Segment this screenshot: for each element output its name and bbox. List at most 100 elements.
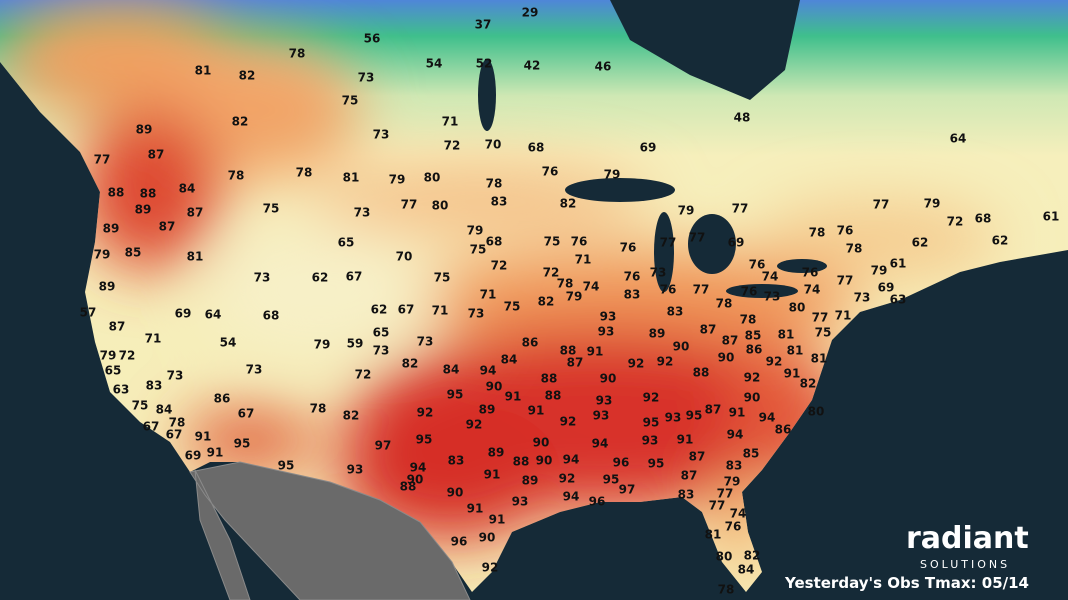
temperature-label: 64 bbox=[950, 132, 967, 146]
temperature-label: 86 bbox=[214, 392, 231, 406]
temperature-label: 73 bbox=[468, 307, 485, 321]
temperature-label: 77 bbox=[717, 487, 734, 501]
temperature-label: 75 bbox=[434, 271, 451, 285]
temperature-label: 72 bbox=[444, 139, 461, 153]
temperature-label: 96 bbox=[451, 535, 468, 549]
brand-logo: radiant bbox=[906, 521, 1029, 556]
temperature-label: 96 bbox=[613, 456, 630, 470]
temperature-label: 77 bbox=[873, 198, 890, 212]
temperature-label: 90 bbox=[744, 391, 761, 405]
temperature-label: 92 bbox=[466, 418, 483, 432]
temperature-label: 93 bbox=[665, 411, 682, 425]
temperature-label: 85 bbox=[745, 329, 762, 343]
temperature-label: 90 bbox=[479, 531, 496, 545]
temperature-label: 80 bbox=[432, 199, 449, 213]
temperature-label: 84 bbox=[501, 353, 518, 367]
temperature-label: 82 bbox=[538, 295, 555, 309]
temperature-label: 76 bbox=[624, 270, 641, 284]
temperature-label: 78 bbox=[289, 47, 306, 61]
temperature-label: 72 bbox=[491, 259, 508, 273]
temperature-label: 92 bbox=[628, 357, 645, 371]
temperature-label: 81 bbox=[778, 328, 795, 342]
temperature-label: 93 bbox=[598, 325, 615, 339]
temperature-label: 79 bbox=[467, 224, 484, 238]
temperature-label: 90 bbox=[447, 486, 464, 500]
temperature-label: 92 bbox=[766, 355, 783, 369]
temperature-label: 82 bbox=[343, 409, 360, 423]
temperature-label: 91 bbox=[505, 390, 522, 404]
temperature-label: 79 bbox=[100, 349, 117, 363]
temperature-label: 78 bbox=[718, 583, 735, 597]
temperature-label: 69 bbox=[640, 141, 657, 155]
temperature-label: 62 bbox=[371, 303, 388, 317]
temperature-label: 95 bbox=[643, 416, 660, 430]
temperature-label: 83 bbox=[667, 305, 684, 319]
temperature-label: 78 bbox=[846, 242, 863, 256]
temperature-label: 89 bbox=[488, 446, 505, 460]
lakes bbox=[478, 59, 827, 298]
temperature-label: 97 bbox=[619, 483, 636, 497]
temperature-label: 81 bbox=[195, 64, 212, 78]
temperature-label: 91 bbox=[489, 513, 506, 527]
temperature-label: 52 bbox=[476, 57, 493, 71]
brand-subtitle: SOLUTIONS bbox=[920, 558, 1010, 571]
temperature-label: 69 bbox=[728, 236, 745, 250]
temperature-label: 76 bbox=[741, 285, 758, 299]
temperature-label: 81 bbox=[787, 344, 804, 358]
temperature-label: 87 bbox=[700, 323, 717, 337]
temperature-label: 75 bbox=[342, 94, 359, 108]
temperature-label: 67 bbox=[346, 270, 363, 284]
temperature-label: 79 bbox=[924, 197, 941, 211]
temperature-label: 64 bbox=[205, 308, 222, 322]
temperature-label: 94 bbox=[759, 411, 776, 425]
temperature-label: 74 bbox=[583, 280, 600, 294]
temperature-label: 93 bbox=[642, 434, 659, 448]
temperature-label: 91 bbox=[195, 430, 212, 444]
temperature-label: 78 bbox=[486, 177, 503, 191]
temperature-label: 85 bbox=[743, 447, 760, 461]
temperature-label: 71 bbox=[145, 332, 162, 346]
temperature-label: 92 bbox=[559, 472, 576, 486]
temperature-label: 65 bbox=[373, 326, 390, 340]
temperature-label: 84 bbox=[443, 363, 460, 377]
temperature-label: 70 bbox=[485, 138, 502, 152]
temperature-label: 94 bbox=[410, 461, 427, 475]
temperature-label: 69 bbox=[185, 449, 202, 463]
temperature-label: 62 bbox=[992, 234, 1009, 248]
temperature-label: 68 bbox=[486, 235, 503, 249]
temperature-label: 82 bbox=[402, 357, 419, 371]
temperature-label: 75 bbox=[470, 243, 487, 257]
temperature-label: 78 bbox=[228, 169, 245, 183]
temperature-label: 76 bbox=[620, 241, 637, 255]
temperature-label: 94 bbox=[592, 437, 609, 451]
temperature-label: 71 bbox=[835, 309, 852, 323]
temperature-label: 92 bbox=[482, 561, 499, 575]
temperature-label: 91 bbox=[484, 468, 501, 482]
temperature-label: 83 bbox=[624, 288, 641, 302]
temperature-label: 78 bbox=[740, 313, 757, 327]
temperature-label: 73 bbox=[354, 206, 371, 220]
temperature-label: 90 bbox=[536, 454, 553, 468]
temperature-label: 79 bbox=[94, 248, 111, 262]
temperature-label: 88 bbox=[541, 372, 558, 386]
temperature-label: 74 bbox=[730, 507, 747, 521]
temperature-label: 61 bbox=[890, 257, 907, 271]
temperature-label: 73 bbox=[650, 266, 667, 280]
temperature-label: 88 bbox=[108, 186, 125, 200]
temperature-label: 37 bbox=[475, 18, 492, 32]
temperature-label: 82 bbox=[232, 115, 249, 129]
temperature-label: 89 bbox=[99, 280, 116, 294]
temperature-label: 90 bbox=[533, 436, 550, 450]
temperature-label: 89 bbox=[522, 474, 539, 488]
temperature-label: 87 bbox=[187, 206, 204, 220]
map-title: Yesterday's Obs Tmax: 05/14 bbox=[784, 574, 1029, 592]
temperature-label: 87 bbox=[567, 356, 584, 370]
temperature-label: 83 bbox=[678, 488, 695, 502]
temperature-label: 87 bbox=[148, 148, 165, 162]
temperature-label: 92 bbox=[560, 415, 577, 429]
temperature-label: 68 bbox=[528, 141, 545, 155]
temperature-label: 82 bbox=[239, 69, 256, 83]
